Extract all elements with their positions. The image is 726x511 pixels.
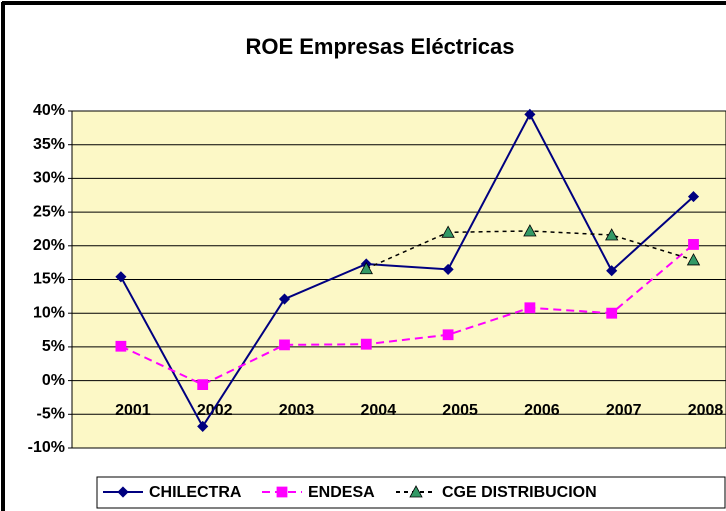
y-tick-label: 20% — [33, 237, 65, 254]
data-point — [606, 265, 618, 277]
y-tick-label: 10% — [33, 304, 65, 321]
data-point — [278, 293, 291, 305]
data-point — [606, 307, 618, 319]
y-tick-label: 30% — [33, 170, 65, 187]
data-point — [115, 340, 127, 352]
x-tick-label: 2002 — [197, 402, 233, 419]
chart-title: ROE Empresas Eléctricas — [245, 34, 514, 59]
data-point — [442, 263, 454, 275]
data-point — [524, 108, 536, 120]
y-tick-label: 0% — [42, 372, 65, 389]
data-point — [441, 225, 455, 238]
y-tick-label: 15% — [33, 271, 65, 288]
x-tick-label: 2006 — [524, 402, 560, 419]
data-point — [442, 329, 454, 341]
y-tick-label: 5% — [42, 338, 65, 355]
data-point — [197, 420, 209, 432]
legend-box — [96, 476, 726, 509]
y-tick-label: 35% — [33, 136, 65, 153]
data-point — [605, 228, 619, 241]
legend-label: ENDESA — [308, 484, 375, 501]
data-point — [688, 239, 699, 250]
x-tick-label: 2008 — [688, 402, 724, 419]
data-point — [360, 338, 372, 350]
series-line — [120, 243, 695, 386]
data-point — [686, 253, 701, 266]
legend-marker — [409, 485, 423, 498]
legend-label: CHILECTRA — [149, 484, 242, 501]
data-point — [524, 302, 536, 314]
series-line — [120, 112, 695, 429]
data-point — [523, 224, 537, 237]
y-tick-label: 40% — [33, 102, 65, 119]
legend-marker — [276, 486, 288, 498]
data-point — [359, 261, 373, 275]
y-tick-label: 25% — [33, 203, 65, 220]
y-tick-label: -5% — [37, 406, 65, 423]
legend-marker — [117, 486, 129, 498]
x-tick-label: 2003 — [279, 402, 315, 419]
x-tick-label: 2005 — [442, 402, 478, 419]
data-point — [197, 379, 209, 391]
x-tick-label: 2007 — [606, 402, 642, 419]
data-point — [687, 191, 700, 203]
y-tick-label: -10% — [28, 439, 65, 456]
x-tick-label: 2001 — [115, 402, 151, 419]
data-point — [115, 271, 127, 283]
x-tick-label: 2004 — [361, 402, 397, 419]
data-point — [279, 339, 290, 351]
legend-label: CGE DISTRIBUCION — [442, 484, 597, 501]
